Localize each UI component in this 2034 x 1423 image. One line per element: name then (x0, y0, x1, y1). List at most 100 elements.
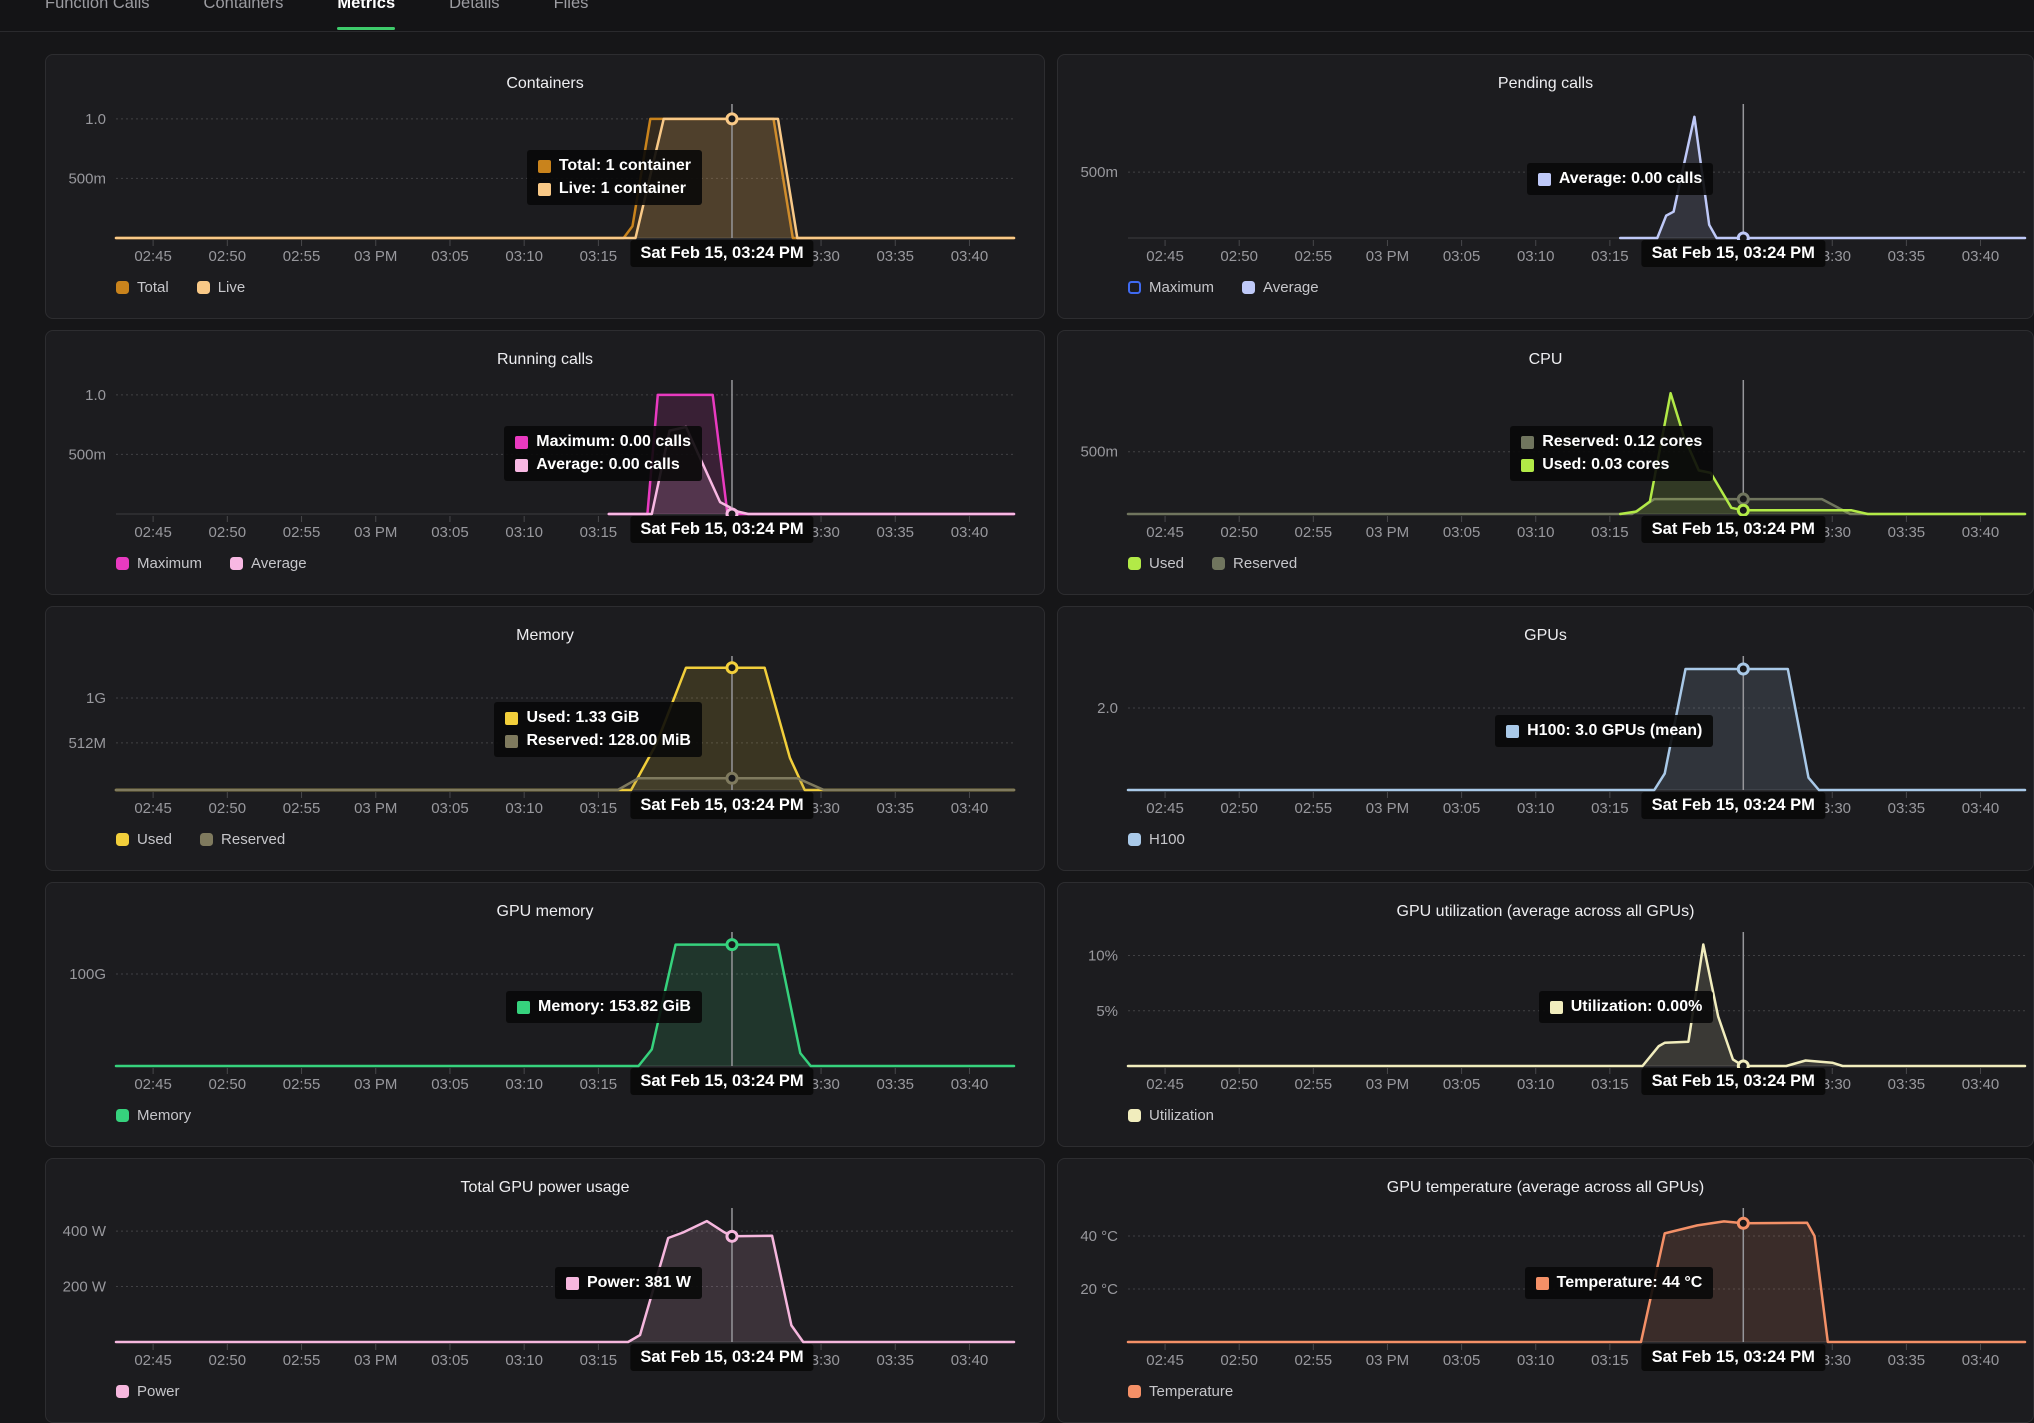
legend-item-average[interactable]: Average (230, 555, 307, 572)
legend-swatch (116, 281, 129, 294)
series-tooltip-text: Temperature: 44 °C (1556, 1274, 1703, 1291)
series-line (607, 425, 1016, 516)
crosshair-marker (1736, 503, 1750, 517)
legend-item-total[interactable]: Total (116, 279, 169, 296)
legend-item-average[interactable]: Average (1242, 279, 1319, 296)
x-tick-label: 03:05 (431, 524, 469, 541)
x-tick-label: 02:55 (283, 1352, 321, 1369)
y-tick-label: 500m (68, 446, 106, 463)
legend-item-reserved[interactable]: Reserved (200, 831, 285, 848)
legend-item-utilization[interactable]: Utilization (1128, 1107, 1214, 1124)
date-tooltip: Sat Feb 15, 03:24 PM (1641, 792, 1825, 819)
series-tooltip-text: Used: 1.33 GiB (526, 709, 640, 726)
legend-item-used[interactable]: Used (116, 831, 172, 848)
x-tick-label: 03:40 (1962, 524, 2000, 541)
chart-legend: Temperature (1128, 1383, 1233, 1400)
series-tooltip-row: Used: 0.03 cores (1521, 456, 1702, 474)
series-line (1126, 497, 2027, 516)
legend-label: Maximum (1149, 279, 1215, 296)
tab-containers[interactable]: Containers (204, 0, 284, 31)
series-area (1128, 1221, 2025, 1342)
x-tick-label: 02:45 (1146, 1352, 1184, 1369)
y-tick-label: 400 W (63, 1223, 107, 1240)
series-tooltip: Maximum: 0.00 calls Average: 0.00 calls (504, 426, 702, 481)
legend-item-temperature[interactable]: Temperature (1128, 1383, 1233, 1400)
legend-label: Total (137, 279, 169, 296)
chart-panel: Total GPU power usage 400 W 200 W 02:45 02:5… (45, 1158, 1045, 1423)
legend-item-power[interactable]: Power (116, 1383, 180, 1400)
x-tick-label: 02:55 (283, 248, 321, 265)
chart-title: Containers (506, 75, 584, 92)
legend-item-maximum[interactable]: Maximum (1128, 279, 1214, 296)
tab-details[interactable]: Details (449, 0, 499, 31)
legend-label: Maximum (137, 555, 203, 572)
tab-label: Files (553, 0, 589, 12)
series-area (1128, 499, 2025, 514)
series-tooltip-row: Maximum: 0.00 calls (515, 433, 691, 451)
x-tick-label: 03 PM (354, 1352, 397, 1369)
x-tick-label: 03:15 (1591, 1352, 1629, 1369)
chart-title: Pending calls (1497, 75, 1594, 92)
x-tick-label: 02:45 (134, 248, 172, 265)
x-tick-label: 03:40 (951, 1076, 989, 1093)
x-tick-label: 03:15 (1591, 248, 1629, 265)
tab-function-calls[interactable]: Function Calls (45, 0, 150, 31)
x-tick-label: 03:10 (505, 524, 543, 541)
series-area (608, 427, 1014, 514)
x-tick-label: 02:50 (209, 1076, 247, 1093)
legend-swatch (1128, 557, 1141, 570)
x-tick-label: 03:40 (1962, 1352, 2000, 1369)
legend-swatch (200, 833, 214, 846)
y-tick-label: 40 °C (1080, 1228, 1118, 1245)
x-tick-label: 02:50 (209, 248, 247, 265)
series-tooltip-text: Live: 1 container (558, 180, 686, 197)
series-area (116, 778, 1014, 790)
legend-item-h100[interactable]: H100 (1128, 831, 1185, 848)
y-tick-label: 200 W (63, 1279, 107, 1296)
x-tick-label: 03:40 (1962, 800, 2000, 817)
chart-legend: Utilization (1128, 1107, 1214, 1124)
legend-label: Utilization (1149, 1107, 1215, 1124)
series-line (114, 776, 1016, 792)
chart-legend: Total Live (116, 279, 245, 296)
x-tick-label: 03:10 (505, 248, 543, 265)
series-swatch (1535, 1276, 1549, 1290)
date-tooltip: Sat Feb 15, 03:24 PM (630, 792, 814, 819)
chart-title: Memory (516, 627, 574, 644)
x-tick-label: 03 PM (1366, 800, 1409, 817)
date-tooltip: Sat Feb 15, 03:24 PM (630, 240, 814, 267)
legend-swatch (116, 1109, 129, 1122)
date-tooltip: Sat Feb 15, 03:24 PM (630, 516, 814, 543)
x-tick-label: 03:10 (1517, 524, 1555, 541)
series-tooltip-text: Reserved: 128.00 MiB (526, 732, 691, 749)
chart-legend: Used Reserved (1128, 555, 1297, 572)
x-tick-label: 02:45 (134, 1352, 172, 1369)
x-tick-label: 03:15 (1591, 524, 1629, 541)
series-tooltip-text: Power: 381 W (586, 1274, 691, 1291)
x-tick-label: 03:10 (505, 800, 543, 817)
x-tick-label: 03:05 (1443, 1352, 1481, 1369)
date-tooltip: Sat Feb 15, 03:24 PM (1641, 240, 1825, 267)
legend-item-maximum[interactable]: Maximum (116, 555, 202, 572)
x-tick-label: 03:15 (580, 1076, 618, 1093)
y-tick-label: 1.0 (85, 111, 106, 128)
legend-label: Reserved (221, 831, 286, 848)
x-tick-label: 02:45 (134, 524, 172, 541)
legend-item-used[interactable]: Used (1128, 555, 1184, 572)
crosshair-marker (725, 938, 739, 952)
chart-legend: Memory (116, 1107, 191, 1124)
series-tooltip: Power: 381 W (554, 1267, 702, 1299)
chart-panel: GPU utilization (average across all GPUs… (1057, 882, 2034, 1147)
legend-item-memory[interactable]: Memory (116, 1107, 191, 1124)
series-tooltip-text: Reserved: 0.12 cores (1542, 433, 1703, 450)
tab-bar: Function Calls Containers Metrics Details Fi… (0, 0, 2034, 32)
x-tick-label: 03:10 (505, 1352, 543, 1369)
series-tooltip-text: Maximum: 0.00 calls (536, 433, 691, 450)
tab-metrics[interactable]: Metrics (337, 0, 395, 31)
legend-item-live[interactable]: Live (196, 279, 245, 296)
legend-item-reserved[interactable]: Reserved (1212, 555, 1297, 572)
series-tooltip: Total: 1 container Live: 1 container (526, 150, 702, 205)
series-tooltip-text: Average: 0.00 calls (536, 456, 680, 473)
x-tick-label: 03:40 (951, 524, 989, 541)
tab-files[interactable]: Files (554, 0, 589, 31)
